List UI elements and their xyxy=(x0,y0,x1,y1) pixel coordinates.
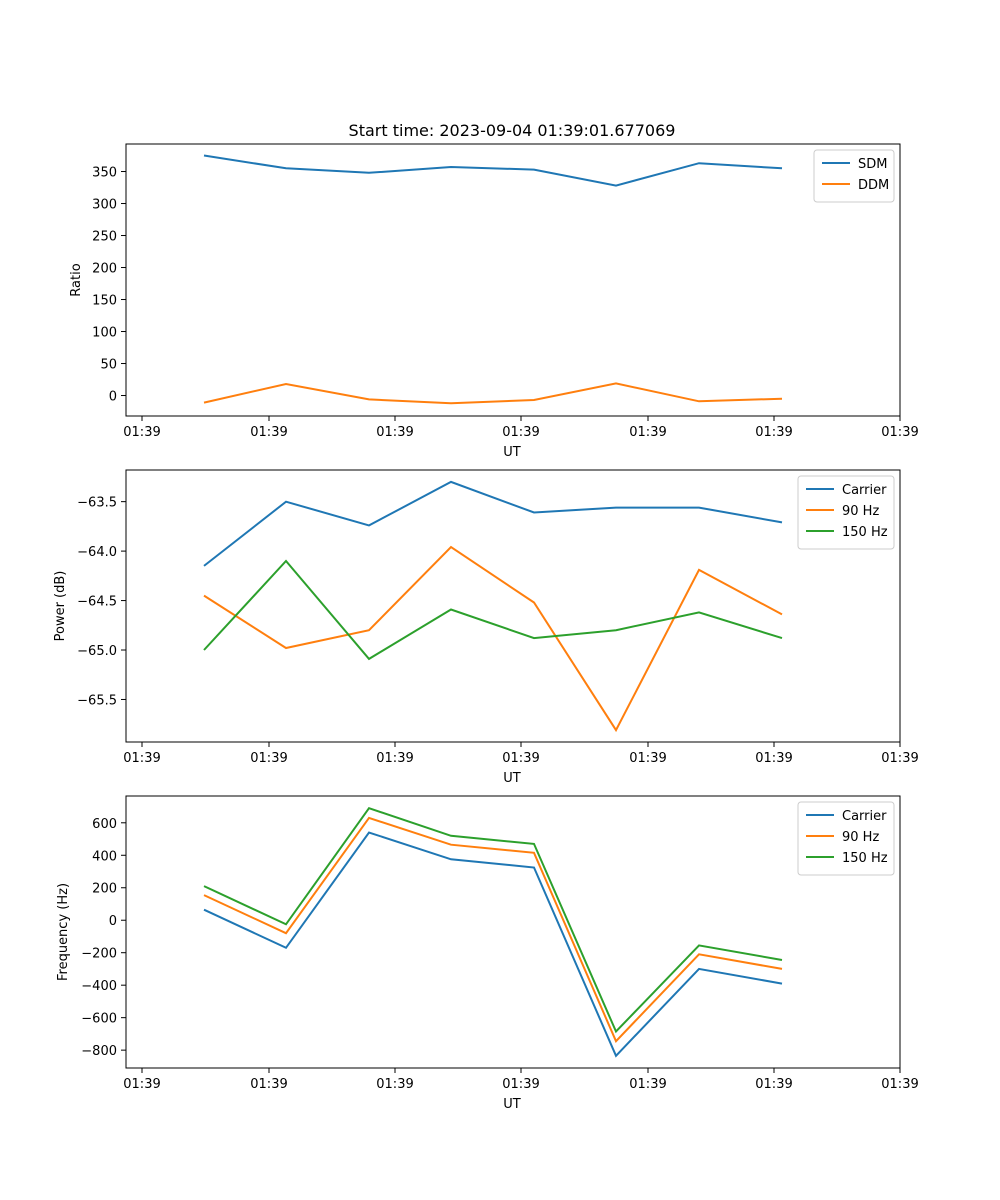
plot-frame xyxy=(125,795,901,1069)
y-tick-label: 300 xyxy=(92,198,117,213)
chart-title: Start time: 2023-09-04 01:39:01.677069 xyxy=(349,121,676,140)
x-tick-label: 01:39 xyxy=(123,1077,160,1092)
y-tick-label: 400 xyxy=(92,849,117,864)
legend-label: Carrier xyxy=(842,483,887,498)
y-tick-label: 100 xyxy=(92,326,117,341)
x-tick-label: 01:39 xyxy=(250,751,287,766)
y-tick-label: 600 xyxy=(92,817,117,832)
x-tick-label: 01:39 xyxy=(123,751,160,766)
y-tick-label: 0 xyxy=(109,914,117,929)
series-line-90-hz xyxy=(203,816,783,1043)
legend-label: 150 Hz xyxy=(842,851,888,866)
legend-label: 90 Hz xyxy=(842,504,879,519)
y-tick-label: −600 xyxy=(81,1012,117,1027)
x-tick-label: 01:39 xyxy=(502,425,539,440)
y-tick-label: −65.0 xyxy=(77,644,117,659)
legend-label: DDM xyxy=(858,178,889,193)
series-line-90-hz xyxy=(203,545,783,733)
y-tick-label: 350 xyxy=(92,166,117,181)
series-line-ddm xyxy=(203,382,783,405)
y-tick-label: −63.5 xyxy=(77,496,117,511)
y-tick-label: −65.5 xyxy=(77,693,117,708)
x-tick-label: 01:39 xyxy=(629,425,666,440)
y-tick-label: 200 xyxy=(92,882,117,897)
series-line-150-hz xyxy=(203,807,783,1034)
series-line-carrier xyxy=(203,831,783,1058)
power-panel: Power (dB) UT 01:39 01:39 01:39 01:39 01:39 0… xyxy=(53,469,919,786)
x-tick-label: 01:39 xyxy=(629,1077,666,1092)
legend-label: 90 Hz xyxy=(842,830,879,845)
x-tick-label: 01:39 xyxy=(123,425,160,440)
x-tick-label: 01:39 xyxy=(376,425,413,440)
x-tick-label: 01:39 xyxy=(250,1077,287,1092)
y-tick-label: −800 xyxy=(81,1044,117,1059)
x-axis-label: UT xyxy=(503,771,521,786)
y-axis-label: Frequency (Hz) xyxy=(56,883,71,981)
x-tick-label: 01:39 xyxy=(881,1077,918,1092)
y-tick-label: −200 xyxy=(81,947,117,962)
x-tick-label: 01:39 xyxy=(881,425,918,440)
x-tick-label: 01:39 xyxy=(755,751,792,766)
y-tick-label: 0 xyxy=(109,390,117,405)
series-line-carrier xyxy=(203,480,783,567)
x-axis-label: UT xyxy=(503,445,521,460)
plot-frame xyxy=(125,469,901,743)
y-tick-label: −64.5 xyxy=(77,595,117,610)
x-tick-label: 01:39 xyxy=(502,1077,539,1092)
x-tick-label: 01:39 xyxy=(376,1077,413,1092)
x-tick-label: 01:39 xyxy=(376,751,413,766)
y-axis-label: Ratio xyxy=(69,263,84,296)
frequency-panel: Frequency (Hz) UT 01:39 01:39 01:39 01:39 01… xyxy=(56,795,919,1112)
y-tick-label: 150 xyxy=(92,294,117,309)
plot-frame xyxy=(125,143,901,417)
y-tick-label: 200 xyxy=(92,262,117,277)
legend-label: Carrier xyxy=(842,809,887,824)
y-axis-label: Power (dB) xyxy=(53,571,68,642)
x-tick-label: 01:39 xyxy=(755,425,792,440)
y-tick-label: −64.0 xyxy=(77,545,117,560)
x-tick-label: 01:39 xyxy=(755,1077,792,1092)
x-tick-label: 01:39 xyxy=(502,751,539,766)
x-tick-label: 01:39 xyxy=(881,751,918,766)
x-tick-label: 01:39 xyxy=(250,425,287,440)
y-tick-label: 50 xyxy=(100,358,117,373)
y-tick-label: 250 xyxy=(92,230,117,245)
legend-label: SDM xyxy=(858,157,887,172)
series-line-sdm xyxy=(203,154,783,187)
x-axis-label: UT xyxy=(503,1097,521,1112)
ratio-panel: Start time: 2023-09-04 01:39:01.677069 R… xyxy=(69,121,919,460)
x-tick-label: 01:39 xyxy=(629,751,666,766)
y-tick-label: −400 xyxy=(81,979,117,994)
series-line-150-hz xyxy=(203,559,783,661)
legend-label: 150 Hz xyxy=(842,525,888,540)
